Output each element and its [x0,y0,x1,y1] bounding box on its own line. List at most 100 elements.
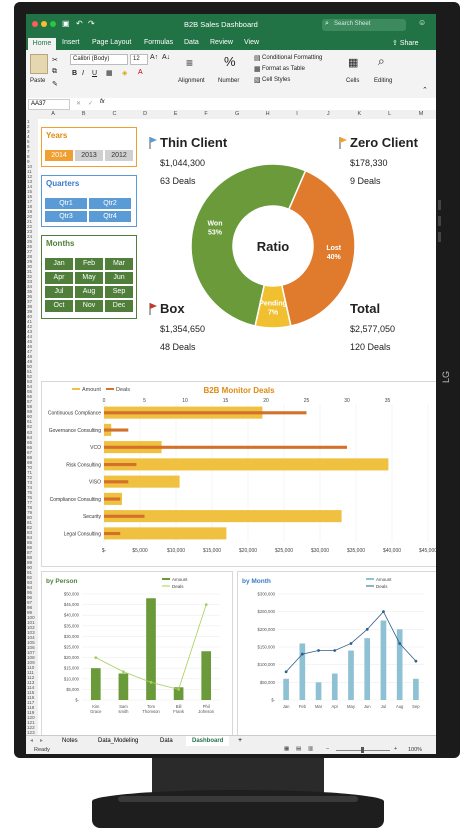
save-icon[interactable]: ▣ [62,19,70,28]
row-header[interactable]: 113 [27,679,35,685]
scroll-tabs-right-icon[interactable]: ▸ [40,738,44,744]
name-box[interactable]: AA37 [28,99,70,110]
italic-icon[interactable]: I [82,70,84,77]
row-header[interactable]: 23 [27,229,33,235]
slicer-item-2012[interactable]: 2012 [105,150,133,161]
row-header[interactable]: 90 [27,564,33,570]
slicer-item-qtr3[interactable]: Qtr3 [45,211,87,222]
row-header[interactable]: 21 [27,219,33,225]
row-header[interactable]: 70 [27,464,33,470]
slicer-item-sep[interactable]: Sep [105,286,133,298]
row-header[interactable]: 20 [27,214,33,220]
tab-view[interactable]: View [244,39,260,46]
row-header[interactable]: 81 [27,519,33,525]
slicer-item-qtr4[interactable]: Qtr4 [89,211,131,222]
font-color-icon[interactable]: A [138,69,143,76]
column-header[interactable]: E [173,111,178,117]
row-header[interactable]: 123 [27,729,35,735]
row-header[interactable]: 48 [27,354,33,360]
format-painter-icon[interactable]: ✎ [52,81,58,88]
row-header[interactable]: 49 [27,359,33,365]
row-header[interactable]: 85 [27,539,33,545]
column-header[interactable]: F [204,111,208,117]
row-header[interactable]: 29 [27,259,33,265]
alignment-icon[interactable]: ≡ [186,56,194,70]
row-header[interactable]: 75 [27,489,33,495]
row-header[interactable]: 122 [27,724,35,730]
row-header[interactable]: 2 [27,124,30,129]
collapse-ribbon-icon[interactable]: ⌃ [422,87,428,94]
maximize-window-button[interactable] [50,21,56,27]
slicer-item-dec[interactable]: Dec [105,300,133,312]
row-header[interactable]: 18 [27,204,33,210]
row-header[interactable]: 44 [27,334,33,340]
row-header[interactable]: 25 [27,239,33,245]
row-header[interactable]: 12 [27,174,33,180]
normal-view-icon[interactable]: ▦ [284,746,290,752]
tab-data[interactable]: Data [184,39,199,46]
row-header[interactable]: 68 [27,454,33,460]
row-header[interactable]: 76 [27,494,33,500]
cut-icon[interactable]: ✂ [52,57,58,64]
tab-formulas[interactable]: Formulas [144,39,174,46]
zoom-in-icon[interactable]: + [394,746,398,752]
column-header[interactable]: B [81,111,86,117]
column-header[interactable]: C [112,111,117,117]
minimize-window-button[interactable] [41,21,47,27]
add-sheet-button[interactable]: + [238,737,243,744]
row-header[interactable]: 61 [27,419,33,425]
row-header[interactable]: 119 [27,709,35,715]
tab-review[interactable]: Review [210,39,233,46]
row-header[interactable]: 59 [27,409,33,415]
row-header[interactable]: 33 [27,279,33,285]
close-window-button[interactable] [32,21,38,27]
slicer-item-2013[interactable]: 2013 [75,150,103,161]
number-format-icon[interactable]: % [224,54,236,69]
row-header[interactable]: 87 [27,549,33,555]
slicer-item-jan[interactable]: Jan [45,258,73,270]
row-header[interactable]: 94 [27,584,33,590]
row-header[interactable]: 98 [27,604,33,610]
row-header[interactable]: 112 [27,674,35,680]
slicer-item-oct[interactable]: Oct [45,300,73,312]
formula-input[interactable] [112,99,432,108]
page-break-view-icon[interactable]: ▥ [308,746,314,752]
column-header[interactable]: G [235,111,240,117]
row-header[interactable]: 117 [27,699,35,705]
row-header[interactable]: 35 [27,289,33,295]
row-header[interactable]: 120 [27,714,35,720]
column-header[interactable]: D [143,111,148,117]
row-header[interactable]: 40 [27,314,33,320]
row-header[interactable]: 56 [27,394,33,400]
row-header[interactable]: 73 [27,479,33,485]
row-header[interactable]: 101 [27,619,35,625]
row-header[interactable]: 97 [27,599,33,605]
row-header[interactable]: 100 [27,614,35,620]
row-header[interactable]: 30 [27,264,33,270]
row-header[interactable]: 5 [27,139,30,145]
slicer-item-qtr2[interactable]: Qtr2 [89,198,131,209]
row-header[interactable]: 93 [27,579,33,585]
row-header[interactable]: 60 [27,414,33,420]
row-header[interactable]: 102 [27,624,35,630]
row-header[interactable]: 66 [27,444,33,450]
row-header[interactable]: 8 [27,154,30,160]
row-header[interactable]: 115 [27,689,35,695]
row-header[interactable]: 106 [27,644,35,650]
scroll-tabs-left-icon[interactable]: ◂ [30,738,34,744]
row-header[interactable]: 28 [27,254,33,260]
row-header[interactable]: 63 [27,429,33,435]
share-button[interactable]: ⇪ Share [392,40,419,47]
row-header[interactable]: 116 [27,694,35,700]
font-size-select[interactable]: 12 [130,54,148,65]
row-header[interactable]: 52 [27,374,33,380]
row-header[interactable]: 121 [27,719,35,725]
row-header[interactable]: 14 [27,184,33,190]
row-header[interactable]: 65 [27,439,33,445]
slicer-item-mar[interactable]: Mar [105,258,133,270]
row-header[interactable]: 108 [27,654,35,660]
row-header[interactable]: 42 [27,324,33,330]
account-icon[interactable]: ☺ [418,18,427,27]
row-header[interactable]: 82 [27,524,33,530]
row-header[interactable]: 32 [27,274,33,280]
